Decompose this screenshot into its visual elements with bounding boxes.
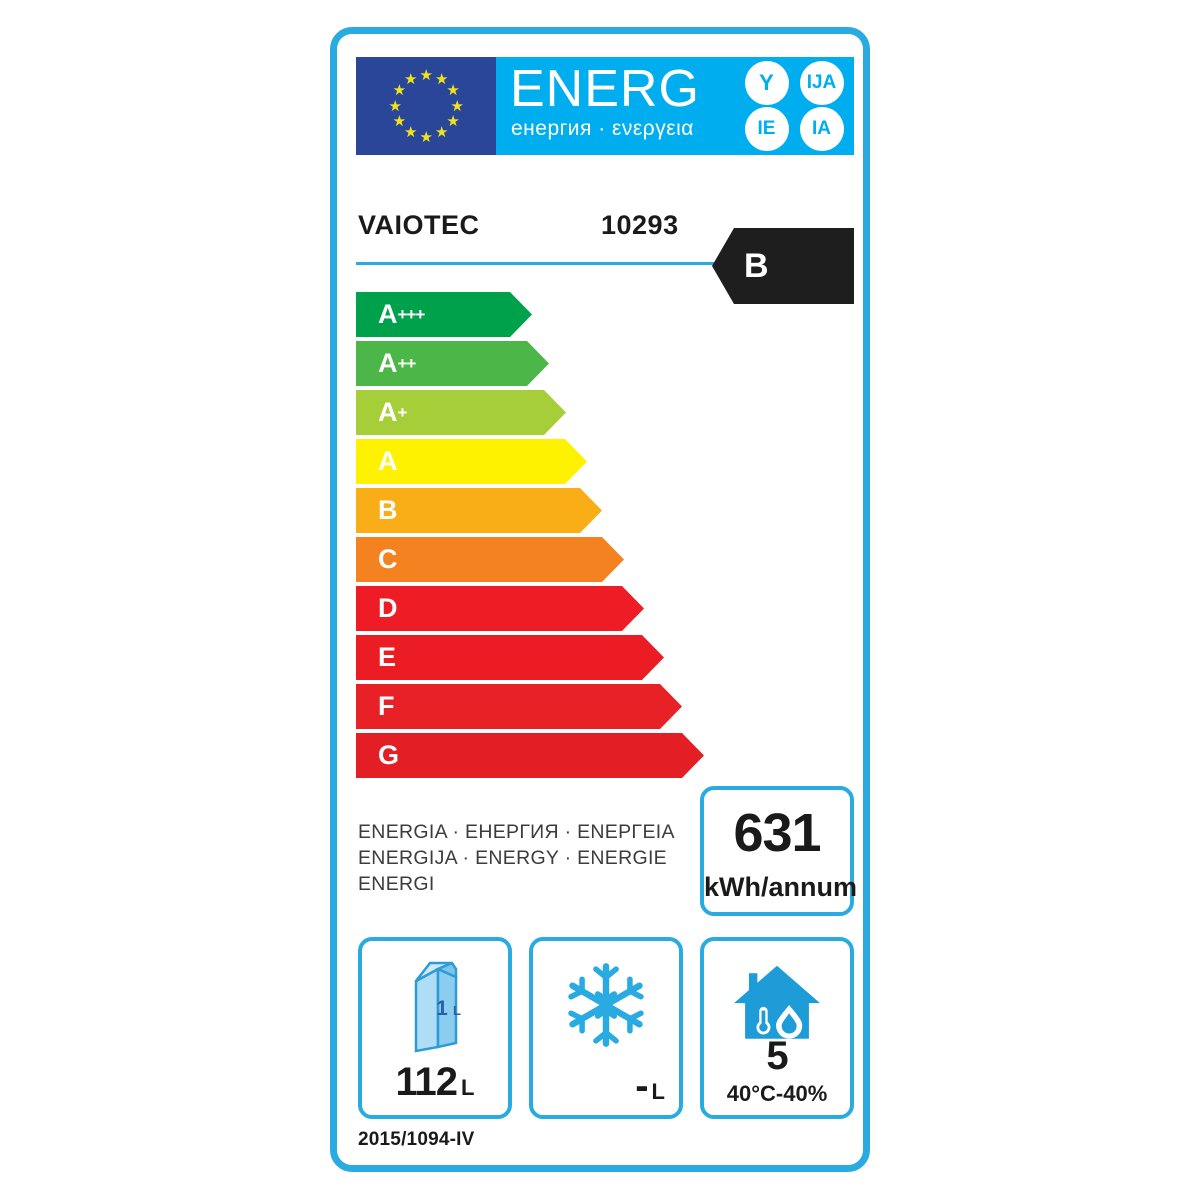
annual-consumption-value: 631 — [733, 803, 821, 863]
class-letter: E — [378, 642, 397, 672]
energy-words-line-2: ENERGIJA · ENERGY · ENERGIE — [358, 847, 667, 869]
class-arrow-aplus: A + — [356, 390, 566, 435]
class-letter: A — [378, 348, 398, 378]
eu-star: ★ — [435, 124, 449, 142]
class-arrow-b: B — [356, 488, 602, 533]
energy-words-line-1: ENERGIA · ЕНЕРГИЯ · ΕΝΕΡΓΕΙΑ — [358, 821, 675, 843]
energ-subtitle: енергия · ενεργεια — [511, 117, 694, 140]
eu-star: ★ — [404, 70, 418, 88]
carton-litre-number: 1 — [436, 997, 448, 1020]
eu-star: ★ — [446, 82, 460, 99]
eu-star: ★ — [392, 113, 407, 130]
eu-star: ★ — [446, 113, 460, 130]
scale-row: E — [356, 635, 856, 680]
class-arrow-d: D — [356, 586, 644, 631]
class-letter: C — [378, 544, 398, 574]
class-letter: B — [378, 495, 398, 525]
class-arrow-aplusplusplus: A +++ — [356, 292, 532, 337]
freezer-capacity-value: - — [635, 1064, 648, 1108]
energy-label: ★ ★ ★ ★ ★ ★ ★ ★ ★ ★ ★ ★ ENERG енергия · ενεργεια Y … — [330, 27, 870, 1172]
eu-flag-icon: ★ ★ ★ ★ ★ ★ ★ ★ ★ ★ ★ ★ — [356, 57, 496, 155]
model-number: 10293 — [601, 210, 679, 240]
badge-ia: IA — [799, 107, 844, 151]
efficiency-class-scale: A +++ A ++ A + A B C D E F G — [356, 292, 856, 782]
annual-consumption-box: 631 kWh/annum — [700, 786, 857, 916]
scale-row: A +++ — [356, 292, 856, 337]
badge-ie: IE — [744, 107, 789, 151]
snowflake-icon — [533, 955, 679, 1055]
scale-row: G — [356, 733, 856, 778]
snowflake-glyph — [568, 963, 644, 1047]
class-letter: A — [378, 446, 398, 476]
energ-wordmark: ENERG — [510, 60, 700, 118]
class-arrow-e: E — [356, 635, 664, 680]
class-letter: G — [378, 740, 400, 770]
climate-class-conditions: 40°C-40% — [726, 1081, 828, 1106]
milk-carton-icon: 1 L — [362, 955, 508, 1055]
eu-star: ★ — [404, 124, 418, 142]
class-letter: A — [378, 397, 398, 427]
fridge-capacity-box: 1 L 112 L — [358, 937, 512, 1119]
regulation-reference: 2015/1094-IV — [358, 1129, 475, 1150]
class-arrow-a: A — [356, 439, 587, 484]
class-arrow-g: G — [356, 733, 704, 778]
energ-banner: ENERG енергия · ενεργεια Y IJA IE IA — [496, 57, 854, 155]
class-arrow-f: F — [356, 684, 682, 729]
fridge-capacity-value-row: 112 L — [362, 1060, 508, 1105]
fridge-capacity-value: 112 — [395, 1060, 459, 1104]
house-climate-glyph — [734, 965, 820, 1039]
fridge-capacity-unit: L — [461, 1075, 475, 1100]
brand-model-row: VAIOTEC 10293 — [356, 202, 854, 265]
house-climate-icon — [704, 955, 850, 1055]
scale-row: F — [356, 684, 856, 729]
eu-star: ★ — [450, 97, 464, 115]
scale-row: A — [356, 439, 856, 484]
eu-star: ★ — [388, 97, 402, 115]
climate-class-box: 5 40°C-40% — [700, 937, 854, 1119]
scale-row: C — [356, 537, 856, 582]
scale-row: A ++ — [356, 341, 856, 386]
badge-y: Y — [744, 61, 789, 105]
brand-name: VAIOTEC — [358, 210, 480, 240]
rated-class-arrow: B — [712, 228, 854, 304]
eu-star: ★ — [419, 66, 433, 84]
rated-class-letter: B — [744, 246, 769, 285]
class-letter: F — [378, 691, 395, 721]
climate-class-value-row: 5 — [704, 1034, 850, 1079]
language-badge-grid: Y IJA IE IA — [740, 61, 848, 151]
scale-row: D — [356, 586, 856, 631]
class-arrow-aplusplus: A ++ — [356, 341, 549, 386]
class-letter: D — [378, 593, 398, 623]
scale-row: A + — [356, 390, 856, 435]
energy-words-line-3: ENERGI — [358, 873, 435, 895]
label-header: ★ ★ ★ ★ ★ ★ ★ ★ ★ ★ ★ ★ ENERG енергия · ενεργεια Y … — [356, 57, 854, 155]
energy-multilingual-text: ENERGIA · ЕНЕРГИЯ · ΕΝΕΡΓΕΙΑ ENERGIJA · … — [358, 819, 688, 897]
eu-star: ★ — [419, 128, 433, 146]
annual-consumption-unit: kWh/annum — [704, 872, 857, 902]
freezer-capacity-box: -L — [529, 937, 683, 1119]
badge-ija: IJA — [799, 61, 844, 105]
freezer-capacity-value-row: -L — [533, 1064, 679, 1109]
scale-row: B — [356, 488, 856, 533]
climate-class-value: 5 — [766, 1034, 788, 1078]
milk-carton-glyph: 1 L — [414, 961, 461, 1053]
label-inner: ★ ★ ★ ★ ★ ★ ★ ★ ★ ★ ★ ★ ENERG енергия · ενεργεια Y … — [337, 34, 863, 1165]
freezer-capacity-unit: L — [651, 1079, 665, 1104]
class-arrow-c: C — [356, 537, 624, 582]
eu-star: ★ — [435, 70, 449, 88]
eu-star: ★ — [392, 82, 407, 99]
class-letter: A — [378, 299, 398, 329]
carton-litre-unit: L — [453, 1003, 461, 1018]
